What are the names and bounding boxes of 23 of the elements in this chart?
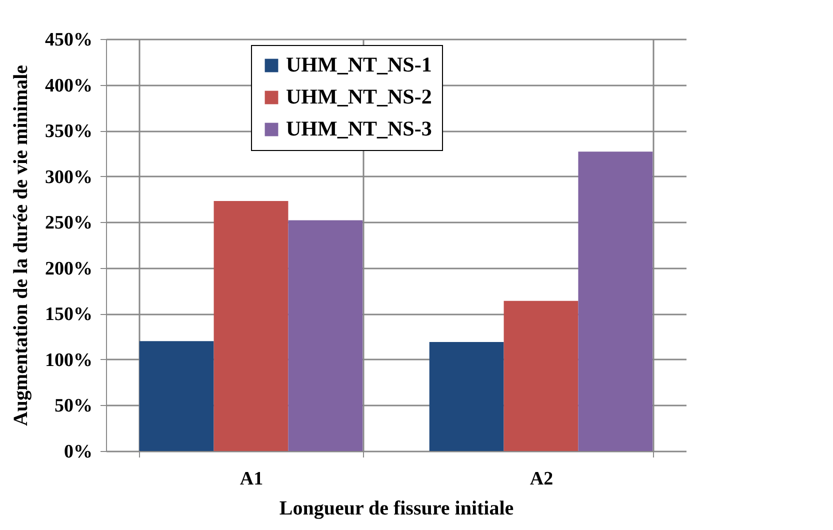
legend-label: UHM_NT_NS-2 [286,84,432,108]
y-tick-label: 400% [45,75,92,96]
bar [504,300,578,451]
bar [139,341,214,451]
x-tick-label: A2 [530,468,554,490]
y-tick-label: 300% [45,166,92,188]
y-tick-label: 450% [45,30,92,50]
legend-label: UHM_NT_NS-3 [286,116,432,140]
y-tick-label: 100% [45,350,92,371]
x-tick-label: A1 [240,468,264,490]
y-axis-title: Augmentation de la durée de vie minimale [10,64,32,426]
bar [578,152,653,451]
bar [214,201,288,451]
y-tick-label: 200% [45,258,92,280]
y-tick-label: 150% [45,304,92,326]
y-tick-label: 250% [45,212,92,234]
x-axis-title: Longueur de fissure initiale [279,498,514,520]
bar [288,220,363,451]
bar [429,342,504,451]
legend-label: UHM_NT_NS-1 [286,52,432,76]
y-tick-label: 50% [54,396,92,417]
y-tick-label: 350% [45,121,92,142]
y-tick-label: 0% [64,442,92,462]
